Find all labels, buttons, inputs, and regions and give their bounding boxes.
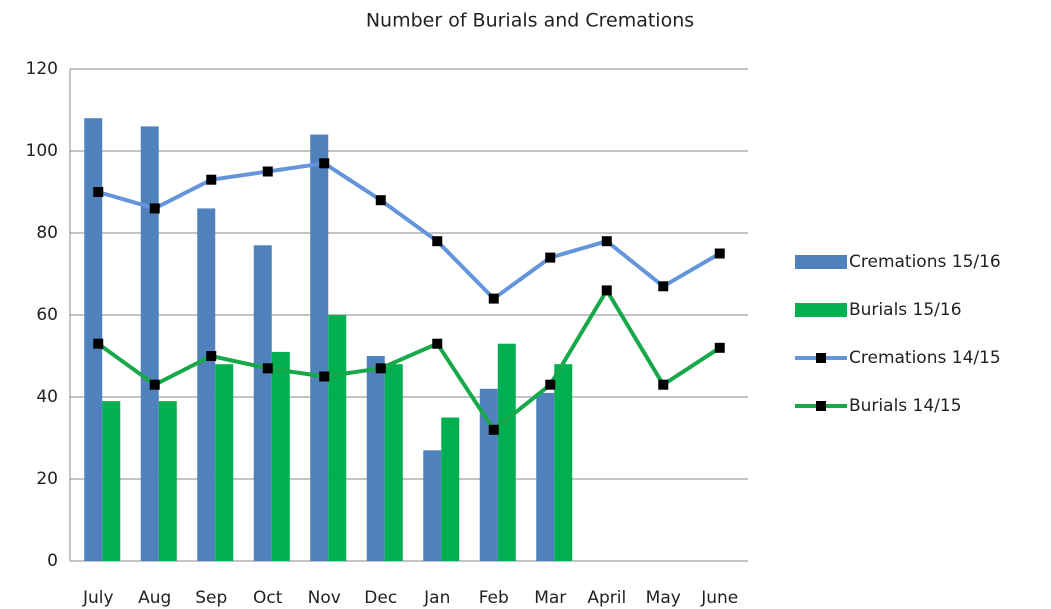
marker bbox=[319, 158, 330, 169]
legend-label: Cremations 14/15 bbox=[849, 348, 1001, 368]
marker bbox=[658, 281, 669, 292]
x-tick-label: Aug bbox=[138, 588, 171, 608]
marker bbox=[206, 174, 217, 185]
marker bbox=[93, 187, 104, 197]
marker bbox=[488, 293, 499, 304]
bar bbox=[140, 126, 159, 562]
y-tick-label: 60 bbox=[36, 305, 58, 325]
marker bbox=[714, 248, 725, 259]
bar bbox=[536, 392, 555, 561]
marker bbox=[601, 285, 612, 296]
x-tick-label: Nov bbox=[308, 588, 341, 608]
x-tick-label: Dec bbox=[364, 588, 397, 608]
y-tick-label: 120 bbox=[26, 59, 58, 79]
marker bbox=[432, 338, 443, 349]
marker bbox=[319, 371, 330, 382]
x-tick-label: April bbox=[587, 588, 626, 608]
marker bbox=[93, 338, 104, 349]
legend-label: Burials 15/16 bbox=[849, 300, 962, 320]
marker bbox=[262, 363, 273, 374]
y-tick-label: 40 bbox=[36, 387, 58, 407]
legend-marker bbox=[816, 401, 826, 411]
y-tick-label: 20 bbox=[36, 469, 58, 489]
chart-title: Number of Burials and Cremations bbox=[366, 10, 694, 32]
bar bbox=[497, 343, 516, 561]
marker bbox=[714, 342, 725, 353]
marker bbox=[488, 424, 499, 435]
bar bbox=[310, 134, 329, 561]
marker bbox=[375, 195, 386, 206]
line bbox=[97, 288, 721, 432]
marker bbox=[149, 379, 160, 390]
bar bbox=[441, 417, 460, 561]
bar bbox=[102, 401, 121, 561]
legend-swatch bbox=[795, 255, 847, 269]
y-tick-label: 0 bbox=[47, 551, 58, 571]
y-tick-label: 100 bbox=[26, 141, 58, 161]
bar bbox=[197, 208, 216, 561]
bar bbox=[366, 356, 385, 561]
bar bbox=[384, 364, 403, 561]
marker bbox=[375, 363, 386, 374]
x-tick-label: Jan bbox=[423, 588, 450, 608]
bar bbox=[328, 315, 347, 561]
line bbox=[97, 161, 721, 301]
marker bbox=[206, 351, 217, 361]
marker bbox=[262, 166, 273, 177]
legend-label: Burials 14/15 bbox=[849, 396, 962, 416]
x-tick-label: Oct bbox=[253, 588, 283, 608]
x-tick-label: Sep bbox=[195, 588, 227, 608]
bar bbox=[158, 401, 177, 561]
marker bbox=[545, 379, 556, 390]
bar bbox=[554, 364, 573, 561]
marker bbox=[432, 236, 443, 247]
legend-swatch bbox=[795, 303, 847, 317]
marker bbox=[601, 236, 612, 247]
marker bbox=[545, 252, 556, 263]
x-tick-label: Mar bbox=[534, 588, 566, 608]
x-tick-label: May bbox=[646, 588, 681, 608]
bar bbox=[253, 245, 272, 562]
bar bbox=[215, 364, 234, 561]
marker bbox=[149, 203, 160, 214]
marker bbox=[658, 379, 669, 390]
x-tick-label: July bbox=[82, 588, 114, 608]
x-tick-label: June bbox=[700, 588, 738, 608]
y-tick-label: 80 bbox=[36, 223, 58, 243]
legend-label: Cremations 15/16 bbox=[849, 252, 1001, 272]
legend-marker bbox=[816, 353, 826, 363]
x-tick-label: Feb bbox=[479, 588, 509, 608]
bar bbox=[271, 351, 290, 561]
bar bbox=[423, 450, 442, 561]
